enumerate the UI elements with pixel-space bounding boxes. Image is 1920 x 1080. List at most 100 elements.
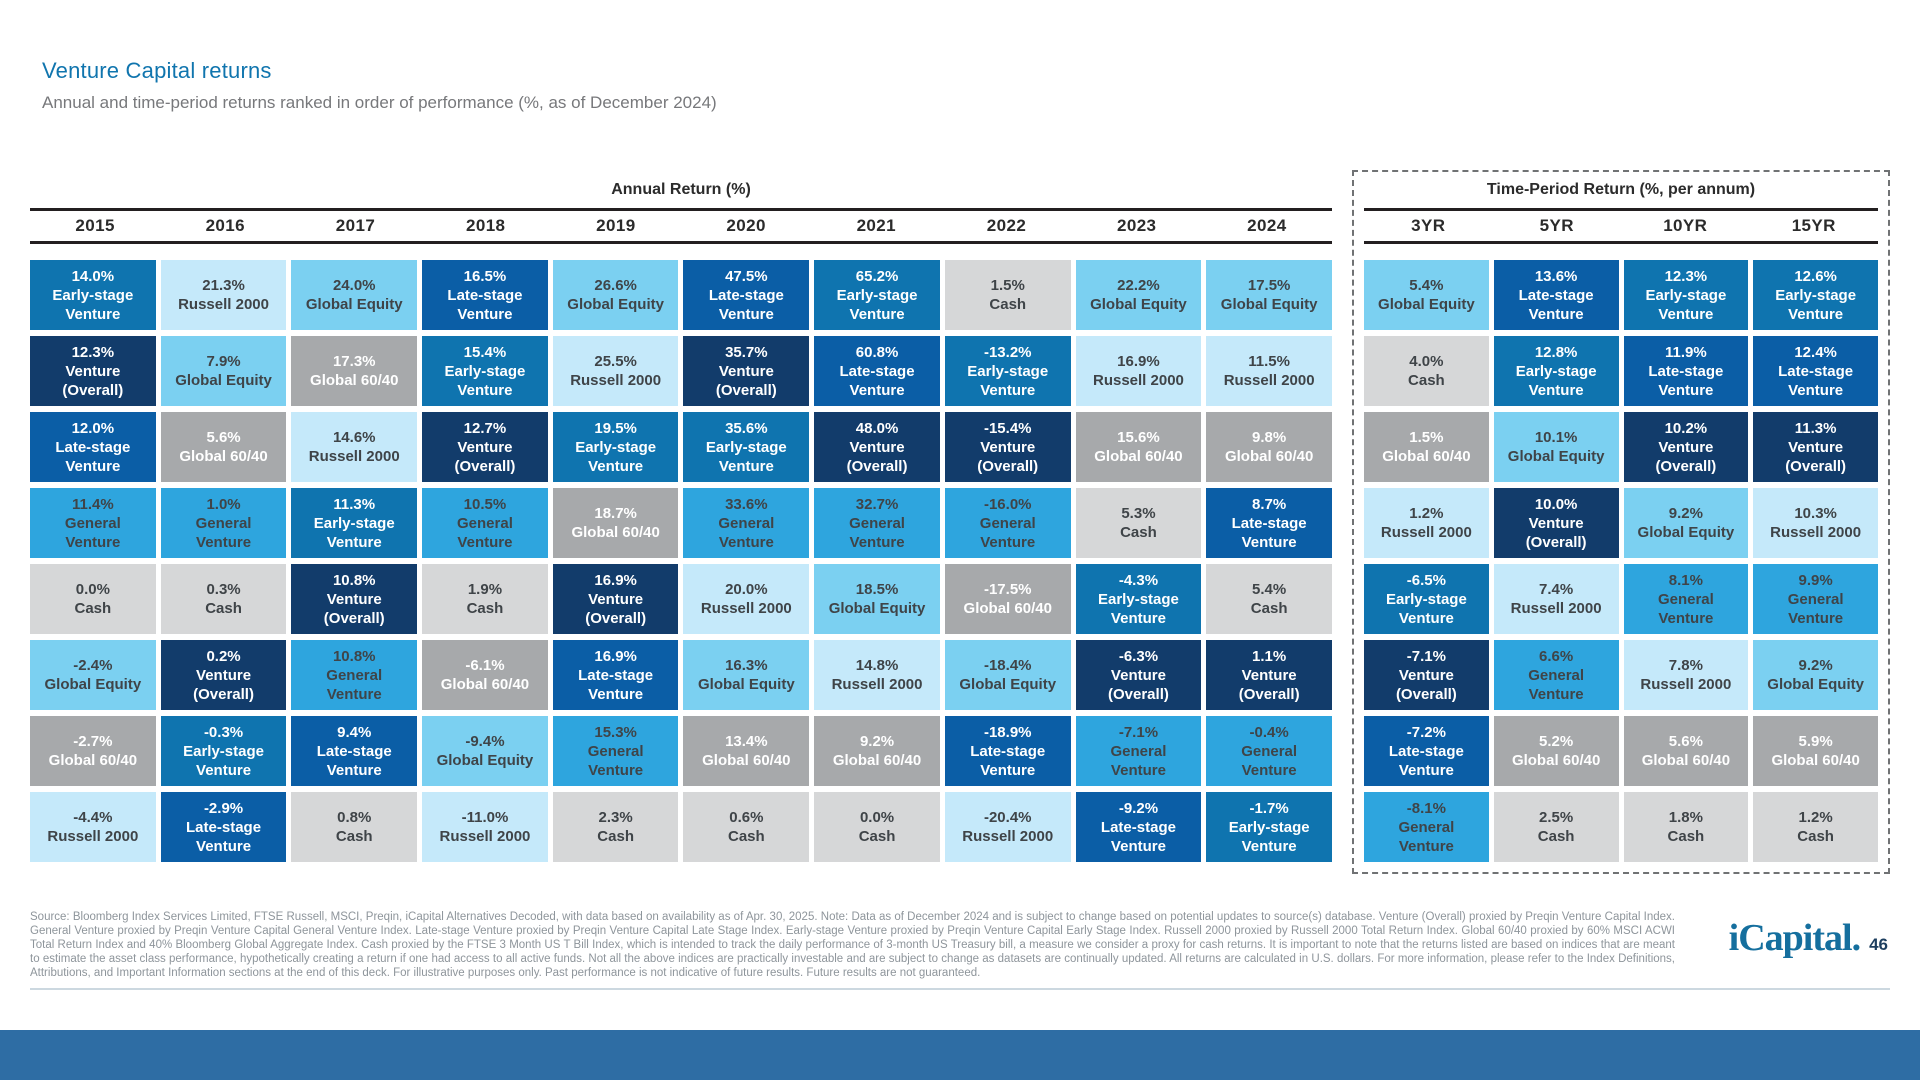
- cell-label: Venture (Overall): [454, 438, 516, 475]
- cell-label: Global 60/40: [48, 752, 138, 769]
- cell-value: -6.5%: [1406, 571, 1446, 589]
- cell-label: Global Equity: [1090, 296, 1187, 313]
- cell-label: Russell 2000: [1092, 372, 1184, 389]
- cell-value: 12.4%: [1794, 343, 1837, 361]
- cell-label: Global 60/40: [832, 752, 922, 769]
- time-period-returns-grid: 5.4% Global Equity 13.6% Late-stage Venture…: [1364, 260, 1878, 862]
- cell-value: 9.2%: [1798, 657, 1833, 674]
- cell-value: 9.9%: [1798, 571, 1833, 589]
- return-cell: 16.3% Global Equity: [683, 640, 810, 710]
- cell-value: 11.5%: [1248, 353, 1290, 370]
- annual-year-header-row: 2015 2016 2017 2018 2019 2020 2021 2022 2023 2024: [30, 208, 1332, 244]
- cell-value: 7.8%: [1668, 657, 1703, 674]
- cell-label: Late-stage Venture: [1648, 362, 1724, 399]
- cell-value: 15.3%: [594, 723, 637, 741]
- cell-value: 1.2%: [1409, 505, 1444, 522]
- cell-value: 1.5%: [990, 277, 1025, 294]
- cell-value: 26.6%: [594, 277, 637, 294]
- cell-label: Late-stage Venture: [839, 362, 915, 399]
- cell-value: -16.0%: [983, 495, 1032, 513]
- cell-label: Cash: [989, 296, 1027, 313]
- return-cell: -20.4% Russell 2000: [944, 792, 1071, 862]
- cell-label: Late-stage Venture: [1518, 286, 1594, 323]
- cell-label: Venture (Overall): [62, 362, 124, 399]
- cell-label: Late-stage Venture: [1231, 514, 1307, 551]
- cell-label: Early-stage Venture: [705, 438, 787, 475]
- footnote-disclaimer: Source: Bloomberg Index Services Limited…: [30, 911, 1675, 979]
- cell-value: 16.9%: [594, 647, 637, 665]
- return-cell: 7.9% Global Equity: [160, 336, 287, 406]
- cell-label: Late-stage Venture: [1778, 362, 1854, 399]
- cell-label: Cash: [466, 600, 504, 617]
- cell-label: Venture (Overall): [977, 438, 1039, 475]
- return-cell: 5.4% Cash: [1206, 564, 1332, 634]
- cell-value: 2.3%: [598, 809, 633, 826]
- return-cell: 1.9% Cash: [422, 564, 548, 634]
- cell-label: Global 60/40: [571, 524, 660, 541]
- cell-value: 0.2%: [206, 647, 241, 665]
- cell-label: General Venture: [979, 514, 1036, 551]
- cell-label: Cash: [205, 600, 242, 617]
- return-cell: -18.4% Global Equity: [944, 640, 1071, 710]
- cell-label: Late-stage Venture: [1388, 742, 1464, 779]
- cell-value: 16.3%: [725, 657, 768, 674]
- cell-label: Venture (Overall): [1395, 666, 1457, 703]
- cell-value: 13.6%: [1534, 267, 1578, 285]
- cell-label: General Venture: [718, 514, 775, 551]
- return-cell: 10.5% General Venture: [422, 488, 548, 558]
- return-cell: 1.5% Cash: [944, 260, 1071, 330]
- cell-label: Cash: [1797, 828, 1834, 845]
- column-header: 2017: [335, 216, 376, 235]
- cell-label: General Venture: [1528, 666, 1585, 703]
- cell-label: Early-stage Venture: [183, 742, 264, 779]
- return-cell: 16.9% Venture (Overall): [552, 564, 679, 634]
- return-cell: 9.8% Global 60/40: [1206, 412, 1332, 482]
- cell-value: 35.7%: [725, 343, 768, 361]
- cell-value: 18.5%: [855, 581, 899, 598]
- cell-value: 8.1%: [1668, 571, 1703, 589]
- cell-label: Global 60/40: [1224, 448, 1314, 465]
- cell-label: Late-stage Venture: [316, 742, 392, 779]
- return-cell: 19.5% Early-stage Venture: [552, 412, 679, 482]
- cell-value: 12.6%: [1794, 267, 1837, 285]
- page-title: Venture Capital returns: [42, 58, 272, 83]
- return-cell: 10.8% General Venture: [291, 640, 418, 710]
- cell-label: Russell 2000: [962, 828, 1054, 845]
- return-cell: 10.8% Venture (Overall): [291, 564, 418, 634]
- cell-label: General Venture: [64, 514, 121, 551]
- return-cell: 12.0% Late-stage Venture: [30, 412, 156, 482]
- cell-value: 10.0%: [1534, 495, 1578, 513]
- column-header: 3YR: [1411, 216, 1446, 235]
- cell-label: Venture (Overall): [1525, 514, 1587, 551]
- return-cell: 10.1% Global Equity: [1493, 412, 1619, 482]
- return-cell: -6.5% Early-stage Venture: [1364, 564, 1489, 634]
- return-cell: 11.9% Late-stage Venture: [1623, 336, 1749, 406]
- cell-value: 12.8%: [1534, 343, 1578, 361]
- cell-value: 2.5%: [1539, 809, 1574, 826]
- cell-label: Late-stage Venture: [55, 438, 131, 475]
- return-cell: 11.5% Russell 2000: [1206, 336, 1332, 406]
- return-cell: 1.2% Russell 2000: [1364, 488, 1489, 558]
- cell-value: 15.6%: [1117, 429, 1160, 446]
- cell-label: Global Equity: [1378, 296, 1475, 313]
- cell-label: Late-stage Venture: [970, 742, 1046, 779]
- cell-label: Venture (Overall): [1785, 438, 1847, 475]
- return-cell: 15.6% Global 60/40: [1075, 412, 1202, 482]
- cell-label: Global 60/40: [310, 372, 399, 389]
- cell-label: Global Equity: [175, 372, 272, 389]
- cell-label: General Venture: [1398, 818, 1455, 855]
- cell-value: -20.4%: [983, 809, 1032, 826]
- return-cell: 9.4% Late-stage Venture: [291, 716, 418, 786]
- cell-value: 9.2%: [1668, 505, 1703, 522]
- cell-value: 5.9%: [1798, 733, 1833, 750]
- return-cell: 32.7% General Venture: [814, 488, 940, 558]
- return-cell: 17.3% Global 60/40: [291, 336, 418, 406]
- cell-value: -7.1%: [1118, 723, 1159, 741]
- column-header: 5YR: [1539, 216, 1574, 235]
- column-header: 15YR: [1791, 216, 1836, 235]
- cell-label: Venture (Overall): [193, 666, 254, 703]
- cell-value: -8.1%: [1406, 799, 1446, 817]
- cell-value: 7.9%: [206, 353, 241, 370]
- return-cell: 2.3% Cash: [552, 792, 679, 862]
- cell-label: Cash: [1120, 524, 1157, 541]
